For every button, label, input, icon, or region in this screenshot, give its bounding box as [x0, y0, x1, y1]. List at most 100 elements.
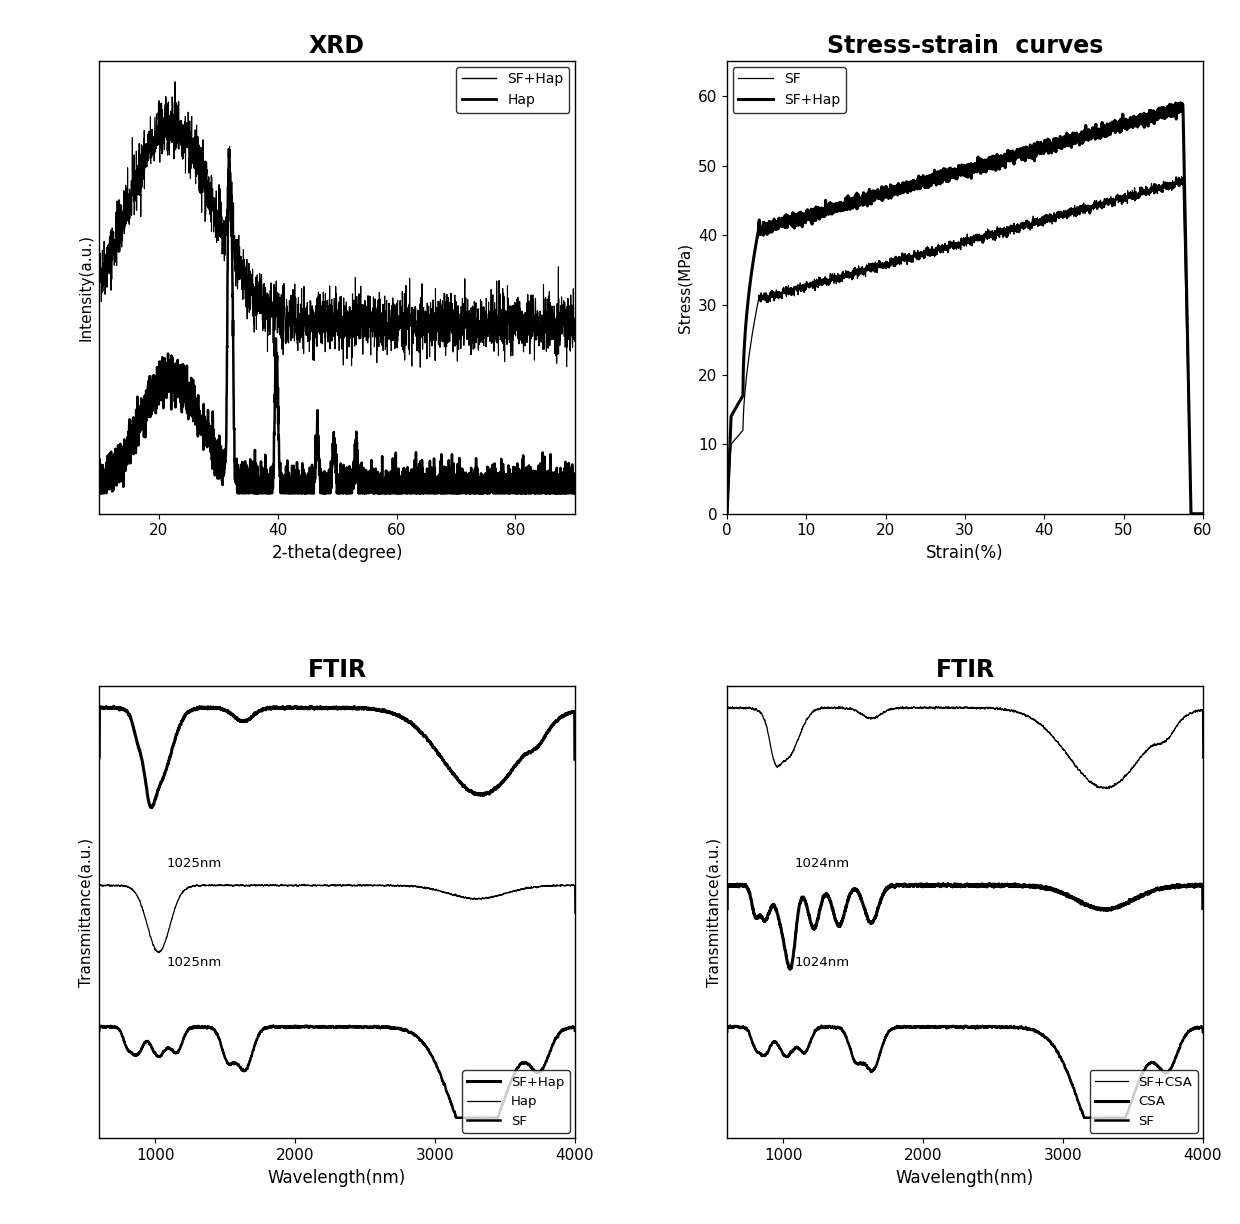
SF [438, 1077, 453, 1092]
Text: 1025nm: 1025nm [166, 857, 222, 870]
SF [1195, 1024, 1210, 1039]
SF+Hap [317, 700, 332, 715]
Y-axis label: Intensity(a.u.): Intensity(a.u.) [78, 234, 94, 341]
SF+Hap [553, 710, 568, 725]
Y-axis label: Stress(MPa): Stress(MPa) [677, 242, 692, 333]
Text: 1024nm: 1024nm [795, 956, 849, 968]
SF+Hap [1004, 149, 1019, 164]
SF+Hap [107, 699, 122, 714]
SF+Hap [806, 206, 821, 220]
CSA [782, 962, 797, 977]
SF [1195, 507, 1210, 521]
CSA [946, 879, 961, 894]
Line: SF+Hap: SF+Hap [727, 103, 1203, 514]
SF [1029, 217, 1044, 231]
SF [1157, 1064, 1172, 1078]
SF [295, 1020, 310, 1034]
SF+Hap [568, 318, 583, 333]
Text: 1024nm: 1024nm [795, 857, 849, 870]
CSA [719, 901, 734, 916]
Line: Hap: Hap [99, 884, 575, 952]
Hap [529, 880, 544, 895]
Y-axis label: Transmittance(a.u.): Transmittance(a.u.) [78, 837, 94, 987]
Legend: SF+Hap, Hap, SF: SF+Hap, Hap, SF [463, 1070, 569, 1133]
Hap [92, 486, 107, 501]
SF [1180, 1023, 1195, 1038]
SF+Hap [167, 75, 182, 89]
CSA [936, 876, 951, 891]
SF+Hap [558, 307, 573, 322]
SF+CSA [946, 701, 961, 716]
Line: SF: SF [727, 1026, 1203, 1118]
Legend: SF, SF+Hap: SF, SF+Hap [733, 67, 846, 113]
SF+Hap [438, 756, 453, 771]
SF [449, 1110, 464, 1125]
Hap [295, 486, 310, 501]
Line: SF+Hap: SF+Hap [99, 706, 575, 808]
CSA [1195, 901, 1210, 916]
SF+Hap [295, 317, 310, 332]
SF+Hap [1029, 147, 1044, 162]
SF [1075, 202, 1090, 217]
SF [291, 1021, 306, 1036]
Hap [222, 142, 237, 157]
SF+Hap [1075, 129, 1090, 143]
SF [92, 1023, 107, 1038]
CSA [1157, 880, 1172, 895]
Legend: SF+CSA, CSA, SF: SF+CSA, CSA, SF [1090, 1070, 1198, 1133]
Hap [558, 470, 573, 485]
Y-axis label: Transmittance(a.u.): Transmittance(a.u.) [707, 837, 722, 987]
SF+CSA [1180, 707, 1195, 722]
SF [719, 507, 734, 521]
SF [1111, 190, 1126, 204]
Hap [274, 466, 289, 481]
Hap [146, 398, 161, 412]
SF+CSA [1157, 734, 1172, 749]
Hap [291, 878, 306, 892]
SF+Hap [92, 750, 107, 765]
SF [815, 1018, 830, 1033]
SF+CSA [1095, 781, 1110, 796]
SF+Hap [719, 507, 734, 521]
SF [1004, 223, 1019, 237]
X-axis label: 2-theta(degree): 2-theta(degree) [272, 543, 403, 562]
CSA [920, 878, 935, 892]
SF+Hap [1111, 120, 1126, 135]
SF+Hap [568, 752, 583, 766]
Hap [295, 878, 310, 892]
Line: Hap: Hap [99, 149, 575, 493]
Line: SF: SF [99, 1026, 575, 1118]
SF+Hap [146, 130, 161, 144]
Hap [175, 372, 190, 387]
SF+Hap [295, 701, 310, 716]
SF [265, 1018, 280, 1033]
CSA [924, 878, 939, 892]
SF+Hap [92, 263, 107, 278]
SF [529, 1065, 544, 1080]
Title: FTIR: FTIR [935, 659, 994, 683]
SF+Hap [1195, 507, 1210, 521]
Hap [507, 475, 522, 490]
SF+Hap [901, 181, 916, 196]
Line: SF+CSA: SF+CSA [727, 706, 1203, 788]
Legend: SF+Hap, Hap: SF+Hap, Hap [456, 67, 569, 113]
Hap [553, 879, 568, 894]
Title: FTIR: FTIR [308, 659, 367, 683]
X-axis label: Wavelength(nm): Wavelength(nm) [268, 1169, 407, 1186]
SF [946, 1018, 961, 1033]
SF [920, 1020, 935, 1034]
Line: CSA: CSA [727, 884, 1203, 969]
Line: SF: SF [727, 176, 1203, 514]
SF+Hap [529, 741, 544, 755]
SF+CSA [949, 699, 963, 714]
Hap [568, 486, 583, 501]
SF [568, 1023, 583, 1038]
SF+Hap [274, 341, 289, 356]
SF [924, 1020, 939, 1034]
SF+Hap [1173, 95, 1188, 110]
SF [719, 1024, 734, 1039]
X-axis label: Strain(%): Strain(%) [926, 543, 1003, 562]
SF+Hap [507, 295, 522, 310]
Hap [438, 885, 453, 900]
CSA [1065, 891, 1080, 906]
